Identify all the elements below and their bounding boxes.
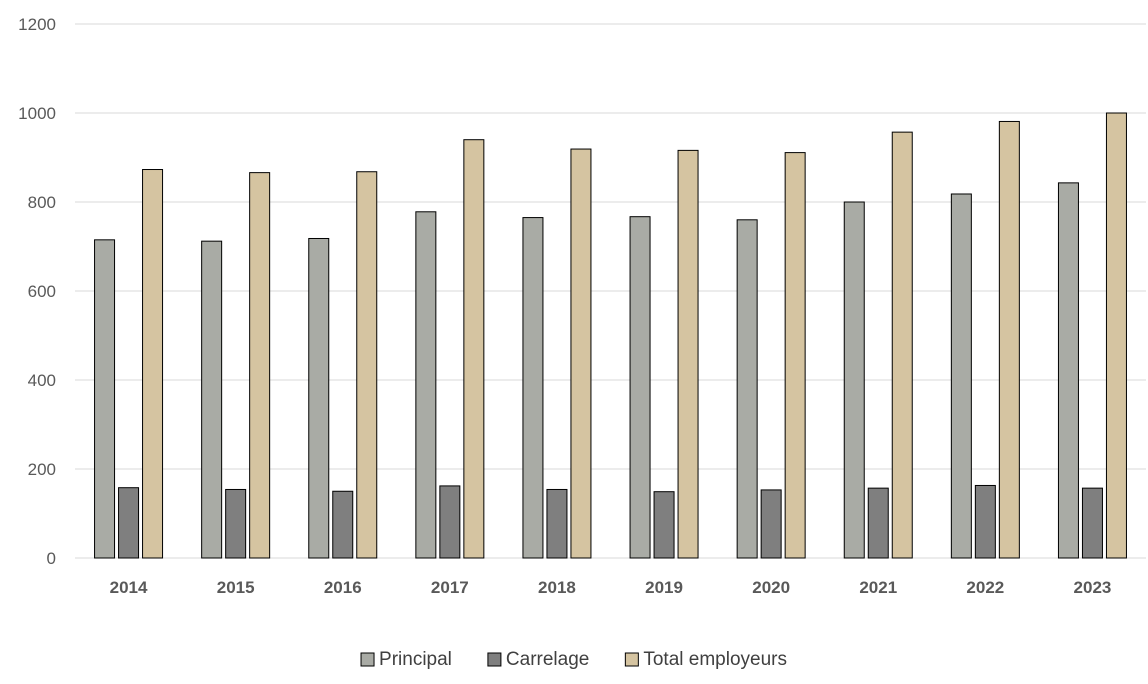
x-tick-label: 2018 bbox=[538, 578, 576, 597]
bar-principal-2021 bbox=[843, 201, 865, 559]
bar-total-employeurs-2018 bbox=[570, 148, 592, 559]
y-axis-ticks: 0 200 400 600 800 1000 1200 bbox=[18, 15, 56, 568]
x-tick-label: 2017 bbox=[431, 578, 469, 597]
bar-principal-2017 bbox=[415, 211, 437, 559]
y-tick-label: 800 bbox=[28, 193, 56, 212]
bar-total-employeurs-2021 bbox=[891, 131, 913, 559]
legend-label: Carrelage bbox=[506, 649, 589, 670]
legend-label: Total employeurs bbox=[643, 649, 787, 670]
legend-swatch-principal bbox=[360, 652, 375, 667]
bar-total-employeurs-2022 bbox=[998, 120, 1020, 559]
legend-swatch-carrelage bbox=[487, 652, 502, 667]
bars-layer bbox=[94, 112, 1127, 559]
bar-principal-2020 bbox=[736, 219, 758, 559]
bar-total-employeurs-2023 bbox=[1105, 112, 1127, 559]
grid-layer bbox=[75, 23, 1146, 559]
bar-carrelage-2020 bbox=[760, 489, 782, 559]
bar-total-employeurs-2014 bbox=[142, 169, 164, 559]
y-tick-label: 1200 bbox=[18, 15, 56, 34]
bar-carrelage-2015 bbox=[225, 488, 247, 559]
x-tick-label: 2019 bbox=[645, 578, 683, 597]
bar-carrelage-2019 bbox=[653, 491, 675, 559]
legend-swatch-total-employeurs bbox=[624, 652, 639, 667]
bar-principal-2023 bbox=[1057, 182, 1079, 559]
bar-total-employeurs-2017 bbox=[463, 139, 485, 559]
x-tick-label: 2021 bbox=[859, 578, 897, 597]
y-tick-label: 0 bbox=[47, 549, 56, 568]
x-tick-label: 2023 bbox=[1074, 578, 1112, 597]
bar-carrelage-2022 bbox=[974, 484, 996, 559]
bar-carrelage-2021 bbox=[867, 487, 889, 559]
bar-principal-2022 bbox=[950, 193, 972, 559]
x-tick-label: 2016 bbox=[324, 578, 362, 597]
x-axis-ticks: 2014 2015 2016 2017 2018 2019 2020 2021 2022 2023 bbox=[110, 578, 1112, 597]
x-tick-label: 2022 bbox=[966, 578, 1004, 597]
bar-principal-2014 bbox=[94, 239, 116, 559]
y-tick-label: 1000 bbox=[18, 104, 56, 123]
legend-label: Principal bbox=[379, 649, 452, 670]
bar-carrelage-2014 bbox=[118, 487, 140, 559]
x-tick-label: 2020 bbox=[752, 578, 790, 597]
bar-total-employeurs-2015 bbox=[249, 172, 271, 559]
x-tick-label: 2015 bbox=[217, 578, 255, 597]
legend: Principal Carrelage Total employeurs bbox=[360, 649, 787, 670]
bar-carrelage-2023 bbox=[1081, 487, 1103, 559]
bar-principal-2016 bbox=[308, 237, 330, 559]
bar-carrelage-2016 bbox=[332, 490, 354, 559]
bar-total-employeurs-2020 bbox=[784, 152, 806, 559]
bar-total-employeurs-2019 bbox=[677, 149, 699, 559]
bar-principal-2015 bbox=[201, 240, 223, 559]
bar-total-employeurs-2016 bbox=[356, 171, 378, 559]
bar-principal-2018 bbox=[522, 217, 544, 559]
bar-principal-2019 bbox=[629, 216, 651, 559]
y-tick-label: 200 bbox=[28, 460, 56, 479]
x-tick-label: 2014 bbox=[110, 578, 148, 597]
bar-carrelage-2018 bbox=[546, 488, 568, 559]
bar-carrelage-2017 bbox=[439, 485, 461, 559]
y-tick-label: 600 bbox=[28, 282, 56, 301]
y-tick-label: 400 bbox=[28, 371, 56, 390]
